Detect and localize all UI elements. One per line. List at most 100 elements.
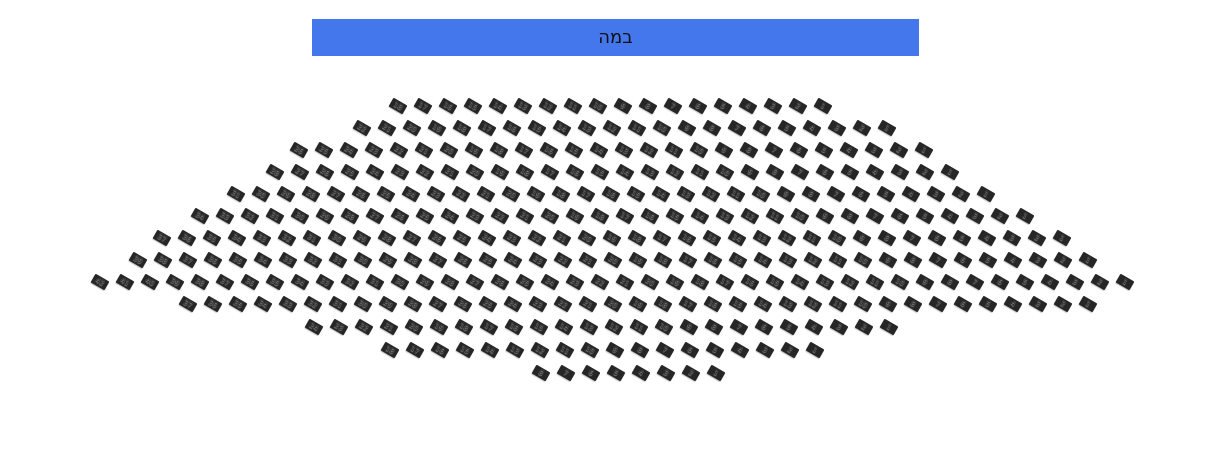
seat[interactable]: 25 [340, 163, 360, 181]
seat[interactable]: 34 [190, 207, 210, 225]
seat[interactable]: 28 [403, 295, 423, 313]
seat[interactable]: 17 [715, 273, 735, 291]
seat[interactable]: 17 [479, 318, 499, 336]
seat[interactable]: 4 [901, 185, 921, 203]
seat[interactable]: 8 [630, 341, 650, 359]
seat[interactable]: 7 [928, 251, 948, 269]
seat[interactable]: 20 [577, 229, 597, 247]
seat[interactable]: 23 [565, 273, 585, 291]
seat[interactable]: 18 [627, 229, 647, 247]
seat[interactable]: 26 [490, 273, 510, 291]
seat[interactable]: 31 [265, 207, 285, 225]
seat[interactable]: 30 [251, 185, 271, 203]
seat[interactable]: 2 [1053, 295, 1073, 313]
seat[interactable]: 21 [578, 251, 598, 269]
seat[interactable]: 27 [428, 295, 448, 313]
seat[interactable]: 5 [978, 295, 998, 313]
seat[interactable]: 9 [613, 97, 633, 115]
seat[interactable]: 24 [440, 207, 460, 225]
seat[interactable]: 7 [790, 163, 810, 181]
seat[interactable]: 32 [303, 295, 323, 313]
seat[interactable]: 27 [326, 185, 346, 203]
seat[interactable]: 13 [640, 163, 660, 181]
seat[interactable]: 15 [590, 163, 610, 181]
seat[interactable]: 11 [726, 185, 746, 203]
seat[interactable]: 12 [803, 295, 823, 313]
seat[interactable]: 9 [852, 229, 872, 247]
seat[interactable]: 10 [588, 97, 608, 115]
seat[interactable]: 16 [677, 229, 697, 247]
seat[interactable]: 13 [676, 185, 696, 203]
seat[interactable]: 25 [314, 141, 334, 159]
seat[interactable]: 2 [852, 119, 872, 137]
seat[interactable]: 14 [651, 185, 671, 203]
seat[interactable]: 16 [430, 341, 450, 359]
seat[interactable]: 25 [478, 251, 498, 269]
seat[interactable]: 14 [753, 295, 773, 313]
seat[interactable]: 24 [503, 295, 523, 313]
seat[interactable]: 4 [940, 207, 960, 225]
seat[interactable]: 1 [879, 318, 899, 336]
seat[interactable]: 12 [840, 273, 860, 291]
seat[interactable]: 23 [465, 207, 485, 225]
seat[interactable]: 22 [389, 141, 409, 159]
seat[interactable]: 22 [415, 163, 435, 181]
seat[interactable]: 21 [515, 207, 535, 225]
seat[interactable]: 8 [801, 185, 821, 203]
seat[interactable]: 11 [865, 273, 885, 291]
seat[interactable]: 22 [354, 318, 374, 336]
seat[interactable]: 9 [878, 251, 898, 269]
seat[interactable]: 32 [303, 251, 323, 269]
seat[interactable]: 22 [590, 273, 610, 291]
seat[interactable]: 4 [804, 318, 824, 336]
seat[interactable]: 7 [965, 273, 985, 291]
seat[interactable]: 4 [802, 119, 822, 137]
seat[interactable]: 25 [515, 273, 535, 291]
seat[interactable]: 8 [840, 207, 860, 225]
seat[interactable]: 6 [680, 341, 700, 359]
seat[interactable]: 21 [440, 163, 460, 181]
seat[interactable]: 22 [490, 207, 510, 225]
seat[interactable]: 5 [705, 341, 725, 359]
seat[interactable]: 21 [377, 119, 397, 137]
seat[interactable]: 4 [977, 229, 997, 247]
seat[interactable]: 7 [928, 295, 948, 313]
seat[interactable]: 2 [990, 207, 1010, 225]
seat[interactable]: 3 [926, 185, 946, 203]
seat[interactable]: 8 [903, 295, 923, 313]
seat[interactable]: 31 [328, 251, 348, 269]
seat[interactable]: 9 [740, 163, 760, 181]
seat[interactable]: 9 [915, 273, 935, 291]
seat[interactable]: 1 [805, 341, 825, 359]
seat[interactable]: 25 [452, 229, 472, 247]
seat[interactable]: 5 [952, 229, 972, 247]
seat[interactable]: 17 [413, 97, 433, 115]
seat[interactable]: 24 [339, 141, 359, 159]
seat[interactable]: 9 [776, 185, 796, 203]
seat[interactable]: 17 [477, 119, 497, 137]
seat[interactable]: 2 [1027, 229, 1047, 247]
seat[interactable]: 13 [752, 229, 772, 247]
seat[interactable]: 16 [502, 119, 522, 137]
seat[interactable]: 5 [814, 141, 834, 159]
seat[interactable]: 2 [1053, 251, 1073, 269]
seat[interactable]: 1 [706, 364, 726, 382]
seat[interactable]: 33 [278, 251, 298, 269]
seat[interactable]: 22 [527, 229, 547, 247]
seat[interactable]: 3 [890, 163, 910, 181]
seat[interactable]: 17 [678, 251, 698, 269]
seat[interactable]: 26 [289, 141, 309, 159]
seat[interactable]: 24 [365, 163, 385, 181]
seat[interactable]: 30 [353, 251, 373, 269]
seat[interactable]: 33 [278, 295, 298, 313]
seat[interactable]: 31 [302, 229, 322, 247]
seat[interactable]: 10 [652, 119, 672, 137]
seat[interactable]: 4 [631, 364, 651, 382]
seat[interactable]: 22 [451, 185, 471, 203]
seat[interactable]: 28 [403, 251, 423, 269]
seat[interactable]: 26 [390, 207, 410, 225]
seat[interactable]: 19 [628, 295, 648, 313]
seat[interactable]: 11 [828, 295, 848, 313]
seat[interactable]: 14 [552, 119, 572, 137]
seat[interactable]: 14 [554, 318, 574, 336]
